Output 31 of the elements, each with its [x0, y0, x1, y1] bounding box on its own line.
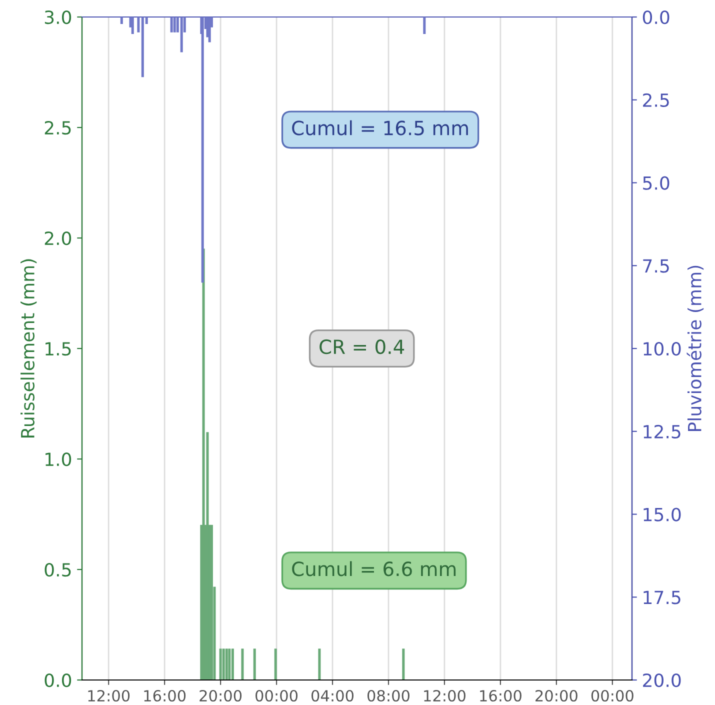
y2-tick-label: 10.0 [644, 342, 681, 356]
y-tick-label: 2.0 [44, 231, 72, 246]
y2-tick-label: 0.0 [642, 10, 670, 24]
y2-tick-label: 2.5 [643, 93, 669, 107]
y2-tick-label: 12.5 [644, 424, 680, 438]
x-tick-label: 20:00 [200, 690, 242, 702]
x-tick-label: 00:00 [591, 690, 634, 702]
x-tick-label: 08:00 [367, 690, 410, 702]
y-tick-label: 2.5 [44, 120, 71, 135]
y2-tick-label: 7.5 [643, 259, 669, 273]
x-tick-label: 16:00 [144, 690, 186, 702]
annotation: Cumul = 6.6 mm [292, 561, 456, 576]
x-tick-label: 16:00 [480, 690, 522, 702]
y-axis-title: Ruissellement (mm) [20, 259, 37, 438]
y-tick-label: 1.5 [46, 342, 71, 356]
x-tick-label: 12:00 [424, 690, 466, 702]
y-tick-label: 3.0 [44, 10, 72, 24]
x-tick-label: 12:00 [88, 690, 130, 702]
y2-tick-label: 20.0 [643, 673, 681, 688]
annotation: Cumul = 16.5 mm [292, 120, 468, 136]
y2-tick-label: 17.5 [644, 590, 680, 604]
x-tick-label: 04:00 [312, 690, 354, 702]
y-tick-label: 1.0 [46, 452, 72, 466]
y2-tick-label: 5.0 [643, 176, 670, 190]
y2-axis-title: Pluviométrie (mm) [686, 266, 704, 431]
y-tick-label: 0.0 [44, 673, 72, 688]
x-tick-label: 20:00 [536, 690, 578, 702]
annotation: CR = 0.4 [320, 339, 404, 354]
y-tick-label: 0.5 [44, 562, 71, 577]
y2-tick-label: 15.0 [644, 508, 681, 522]
x-tick-label: 00:00 [256, 690, 298, 702]
